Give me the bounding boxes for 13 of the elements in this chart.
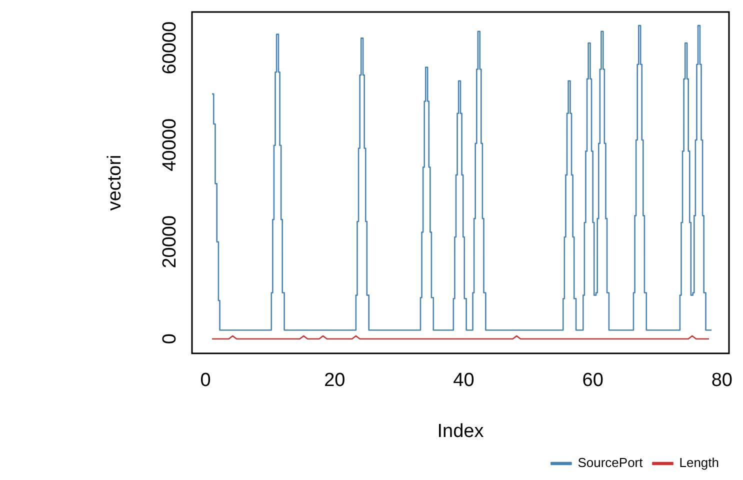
y-tick-label: 20000 — [160, 215, 181, 268]
x-tick-label: 0 — [200, 370, 211, 392]
x-tick-label: 80 — [711, 370, 732, 392]
legend-label: Length — [679, 455, 720, 470]
y-tick-label: 0 — [160, 334, 181, 344]
y-tick-label: 60000 — [160, 21, 181, 74]
legend-label: SourcePort — [578, 455, 644, 470]
x-tick-label: 20 — [324, 370, 346, 392]
x-axis-title: Index — [437, 420, 484, 442]
x-tick-label: 40 — [453, 370, 474, 392]
x-tick-label: 60 — [582, 370, 604, 392]
y-axis-title: vectori — [104, 154, 126, 211]
y-tick-label: 40000 — [160, 118, 181, 172]
